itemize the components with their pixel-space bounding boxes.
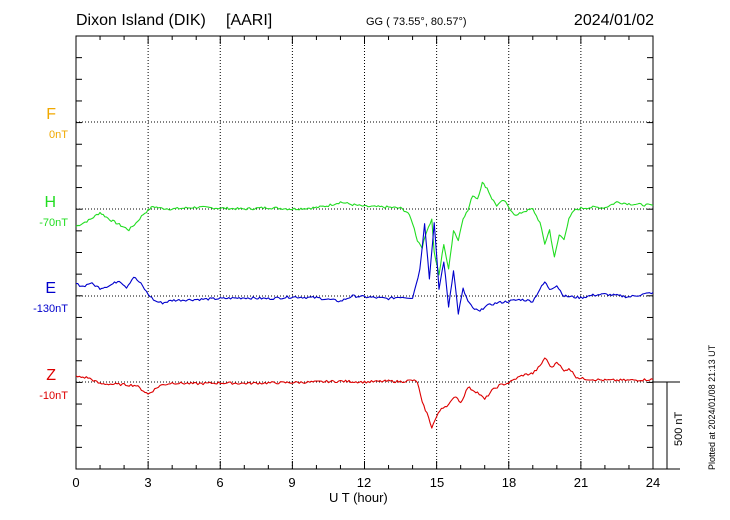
baseline-label-F: 0nT (49, 129, 68, 141)
component-label-F: F (46, 106, 56, 123)
series-line-H (75, 181, 654, 276)
component-label-E: E (45, 280, 56, 297)
x-tick-label: 3 (144, 475, 152, 490)
x-tick-label: 18 (501, 475, 517, 490)
x-tick-label: 12 (356, 475, 372, 490)
component-label-H: H (44, 194, 56, 211)
tick-marks (75, 35, 654, 470)
scale-bar-label: 500 nT (673, 411, 685, 446)
baseline-label-E: -130nT (33, 303, 68, 315)
x-tick-label: 6 (216, 475, 224, 490)
series-lines (75, 181, 654, 429)
station-name: Dixon Island (DIK) (76, 12, 206, 29)
x-tick-label: 24 (645, 475, 661, 490)
x-tick-label: 9 (288, 475, 296, 490)
grid-lines (76, 36, 653, 469)
institute-label: [AARI] (226, 12, 273, 29)
baseline-label-Z: -10nT (39, 390, 68, 402)
x-tick-label: 21 (573, 475, 589, 490)
plotted-at-timestamp: Plotted at 2024/01/08 21:13 UT (707, 344, 717, 470)
x-tick-label: 15 (429, 475, 445, 490)
scale-bar (653, 381, 680, 470)
baseline-label-H: -70nT (39, 217, 68, 229)
x-tick-label: 0 (72, 475, 80, 490)
geographic-coordinates: GG ( 73.55°, 80.57°) (366, 16, 467, 28)
plot-date: 2024/01/02 (573, 12, 654, 29)
component-label-Z: Z (46, 367, 56, 384)
series-line-E (75, 222, 654, 315)
series-line-Z (75, 357, 654, 429)
